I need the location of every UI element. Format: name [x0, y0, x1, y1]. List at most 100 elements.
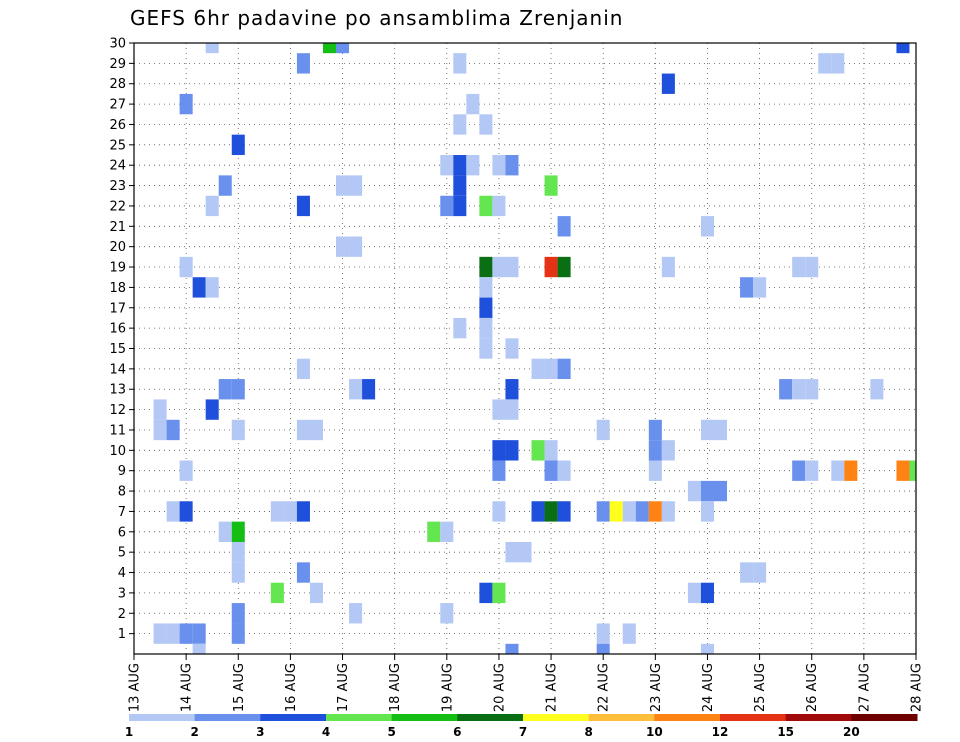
y-tick-label: 16: [109, 322, 126, 337]
heatmap-cell: [231, 603, 245, 624]
y-tick-label: 13: [109, 383, 126, 398]
heatmap-cell: [192, 623, 206, 644]
heatmap-cell: [700, 501, 714, 522]
legend-label: 20: [843, 725, 860, 739]
heatmap-cell: [792, 379, 806, 400]
y-tick-label: 1: [118, 627, 126, 642]
heatmap-cell: [453, 195, 467, 217]
y-tick-label: 17: [109, 301, 126, 316]
heatmap-cell: [687, 582, 701, 604]
heatmap-cell: [166, 623, 180, 644]
heatmap-cell: [153, 623, 167, 644]
heatmap-cell: [231, 419, 245, 441]
heatmap-cell: [831, 460, 845, 481]
heatmap-cell: [231, 134, 245, 156]
heatmap-cell: [505, 541, 519, 563]
heatmap-cell: [622, 501, 636, 522]
heatmap-cell: [700, 419, 714, 441]
heatmap-cell: [596, 501, 610, 522]
x-tick-label: 18 AUG: [388, 663, 403, 712]
heatmap-cell: [505, 338, 519, 359]
x-tick-label: 28 AUG: [910, 663, 925, 712]
heatmap-cell: [336, 175, 350, 196]
heatmap-cell: [440, 195, 454, 217]
heatmap-cell: [544, 460, 558, 481]
heatmap-cell: [544, 175, 558, 196]
heatmap-cell: [492, 440, 506, 461]
heatmap-cell: [661, 256, 675, 278]
y-tick-label: 25: [109, 138, 126, 153]
legend-label: 8: [584, 725, 592, 739]
heatmap-cell: [648, 440, 662, 461]
heatmap-cell: [192, 643, 206, 654]
heatmap-cell: [349, 379, 363, 400]
y-tick-label: 7: [118, 505, 126, 520]
heatmap-cell: [518, 541, 532, 563]
y-tick-label: 20: [109, 240, 126, 255]
heatmap-cell: [531, 440, 545, 461]
heatmap-cell: [283, 501, 297, 522]
heatmap-cell: [557, 358, 571, 380]
x-tick-label: 26 AUG: [805, 663, 820, 712]
heatmap-cell: [362, 379, 376, 400]
x-tick-label: 24 AUG: [701, 663, 716, 712]
heatmap-cell: [531, 501, 545, 522]
heatmap-cell: [544, 358, 558, 380]
heatmap-cell: [296, 358, 310, 380]
legend-swatch: [391, 714, 458, 721]
heatmap-cell: [479, 195, 493, 217]
heatmap-cell: [505, 440, 519, 461]
legend-swatch: [194, 714, 261, 721]
heatmap-cell: [648, 460, 662, 481]
heatmap-cell: [270, 501, 284, 522]
heatmap-cell: [700, 582, 714, 604]
x-tick-label: 14 AUG: [180, 663, 195, 712]
heatmap-cell: [296, 562, 310, 583]
heatmap-cell: [179, 460, 193, 481]
heatmap-cells: [153, 43, 916, 654]
heatmap-cell: [453, 175, 467, 196]
heatmap-cell: [166, 501, 180, 522]
heatmap-cell: [661, 73, 675, 94]
heatmap-cell: [661, 501, 675, 522]
heatmap-cell: [805, 460, 819, 481]
y-tick-label: 8: [118, 485, 126, 500]
x-tick-label: 15 AUG: [232, 663, 247, 712]
y-tick-label: 26: [109, 118, 126, 133]
heatmap-cell: [700, 643, 714, 654]
heatmap-cell: [661, 440, 675, 461]
heatmap-cell: [596, 419, 610, 441]
x-tick-label: 21 AUG: [545, 663, 560, 712]
heatmap-cell: [466, 93, 480, 115]
legend-label: 6: [453, 725, 461, 739]
heatmap-cell: [896, 460, 910, 481]
legend-label: 7: [519, 725, 527, 739]
heatmap-cell: [349, 175, 363, 196]
heatmap-cell: [505, 256, 519, 278]
heatmap-cell: [792, 256, 806, 278]
heatmap-cell: [700, 480, 714, 502]
legend-label: 12: [712, 725, 729, 739]
heatmap-cell: [557, 460, 571, 481]
y-tick-label: 10: [109, 444, 126, 459]
chart-title: GEFS 6hr padavine po ansamblima Zrenjani…: [130, 6, 624, 30]
x-tick-label: 25 AUG: [753, 663, 768, 712]
heatmap-cell: [740, 562, 754, 583]
legend-swatch: [785, 714, 852, 721]
heatmap-cell: [336, 236, 350, 257]
y-tick-label: 21: [109, 220, 126, 235]
legend-label: 10: [646, 725, 663, 739]
legend-swatch: [851, 714, 918, 721]
heatmap-cell: [179, 501, 193, 522]
heatmap-cell: [479, 582, 493, 604]
heatmap-cell: [492, 195, 506, 217]
legend-swatch: [588, 714, 655, 721]
heatmap-cell: [479, 277, 493, 298]
heatmap-cell: [349, 603, 363, 624]
heatmap-cell: [870, 379, 884, 400]
y-tick-label: 22: [109, 199, 126, 214]
x-tick-label: 27 AUG: [857, 663, 872, 712]
legend-swatch: [523, 714, 590, 721]
heatmap-cell: [505, 399, 519, 420]
